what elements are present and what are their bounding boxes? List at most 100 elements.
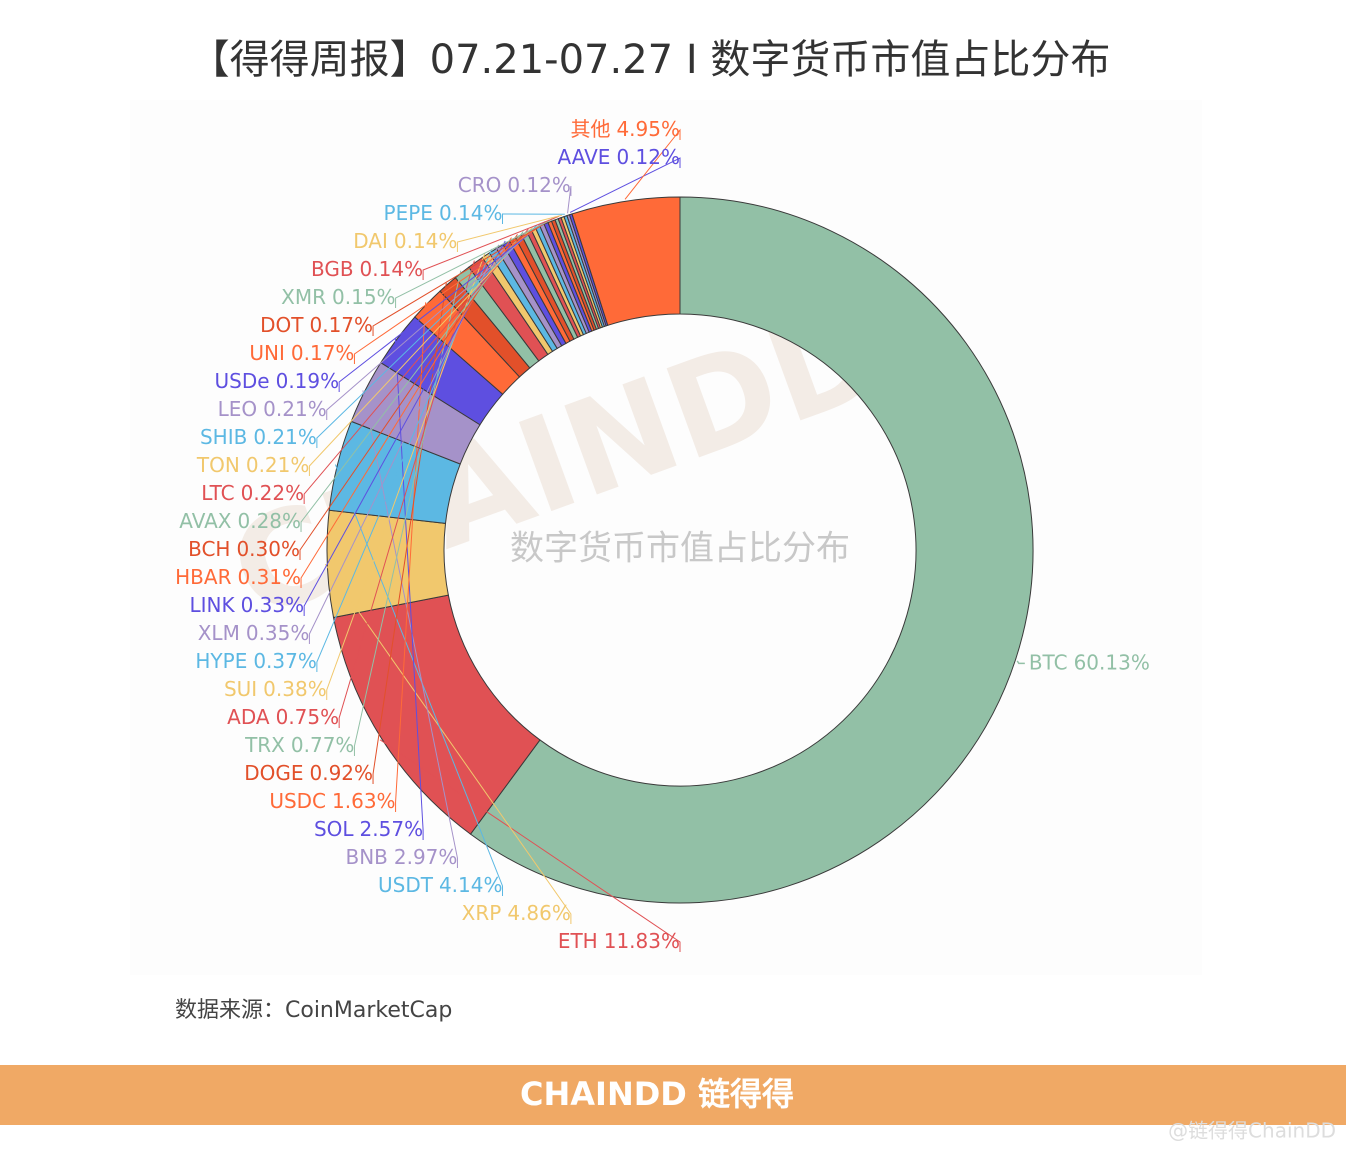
label-value: 2.97% [394,845,458,869]
source: 数据来源：CoinMarketCap [175,998,452,1023]
label-category: DOGE [244,761,303,785]
leader-line [422,215,560,280]
slice-label: XRP 4.86% [462,901,571,925]
slice-label: SOL 2.57% [314,817,423,841]
label-category: ETH [558,929,598,953]
slice [469,196,1034,904]
leader-line [334,464,504,896]
label-value: 0.12% [616,145,680,169]
slice-label: CRO 0.12% [458,173,571,197]
slice-label: USDT 4.14% [378,873,503,897]
leader-line [1016,660,1025,665]
slice-label: DAI 0.14% [353,229,457,253]
leader-line [395,216,557,308]
slice-label: TRX 0.77% [244,733,354,757]
slice-label: AVAX 0.28% [179,509,301,533]
label-value: 0.12% [507,173,571,197]
label-category: AAVE [557,145,610,169]
leader-line [353,270,462,756]
leader-line [338,260,475,728]
leader-line [624,128,681,200]
leader-line [316,224,538,448]
slice-label: LTC 0.22% [201,481,304,505]
leader-line [338,221,546,392]
label-category: ADA [227,705,270,729]
label-category: XMR [281,285,326,309]
label-value: 0.17% [309,313,373,337]
slice-label: TON 0.21% [196,453,309,477]
slice-label: ADA 0.75% [227,705,339,729]
slice-label: BNB 2.97% [345,845,457,869]
leader-line [379,739,681,952]
leader-line [308,244,500,644]
leader-line [324,563,572,924]
label-value: 0.17% [291,341,355,365]
slice-label: UNI 0.17% [249,341,354,365]
label-category: HBAR [175,565,231,589]
center-text: 数字货币市值占比分布 [510,529,850,569]
label-value: 60.13% [1074,650,1150,674]
label-value: 1.63% [332,789,396,813]
leader-line [316,248,493,672]
label-category: TRX [244,733,285,757]
slice-label: SHIB 0.21% [200,425,317,449]
label-value: 0.37% [253,649,317,673]
label-category: BCH [188,537,230,561]
label-category: USDC [269,789,326,813]
label-category: BTC [1029,650,1068,674]
leader-line [502,213,565,224]
label-value: 4.14% [439,873,503,897]
slice-label: SUI 0.38% [224,677,327,701]
label-category: SUI [224,677,257,701]
label-value: 0.22% [241,481,305,505]
label-value: 0.75% [276,705,340,729]
label-category: HYPE [195,649,247,673]
slice-label: PEPE 0.14% [384,201,503,225]
footer-band [0,1065,1346,1125]
label-category: USDe [215,369,270,393]
label-category: LEO [218,397,258,421]
label-category: UNI [249,341,285,365]
leader-line [372,218,553,336]
leader-line [303,228,529,504]
label-value: 0.30% [236,537,300,561]
label-value: 0.21% [253,425,317,449]
label-value: 0.33% [241,593,305,617]
label-value: 2.57% [360,817,424,841]
slice-label: USDe 0.19% [215,369,340,393]
leader-line [353,219,550,364]
leader-line [567,185,572,214]
leader-line [395,302,427,812]
label-value: 0.35% [246,621,310,645]
label-category: LINK [189,593,235,617]
slice-label: USDC 1.63% [269,789,395,813]
label-value: 11.83% [604,929,680,953]
slice-label: ETH 11.83% [558,929,680,953]
label-category: BNB [345,845,387,869]
label-value: 0.14% [439,201,503,225]
label-category: AVAX [179,509,231,533]
slice-label: DOGE 0.92% [244,761,373,785]
leader-line [326,222,542,420]
label-category: CRO [458,173,502,197]
label-value: 0.77% [291,733,355,757]
slice-label: LEO 0.21% [218,397,327,421]
label-category: 其他 [570,117,610,141]
leader-line [300,231,524,532]
label-value: 0.28% [237,509,301,533]
leader-line [303,240,506,616]
leader-line [394,337,424,840]
slice-label: HBAR 0.31% [175,565,301,589]
leader-line [569,157,681,213]
slice-label: 其他 4.95% [570,117,680,141]
slice-label: BTC 60.13% [1029,650,1150,674]
slice-label: XMR 0.15% [281,285,395,309]
label-value: 0.31% [237,565,301,589]
label-category: XLM [198,621,240,645]
label-category: TON [196,453,240,477]
label-value: 0.15% [332,285,396,309]
footer-brand: CHAINDD 链得得 [520,1075,794,1113]
label-value: 0.14% [360,257,424,281]
